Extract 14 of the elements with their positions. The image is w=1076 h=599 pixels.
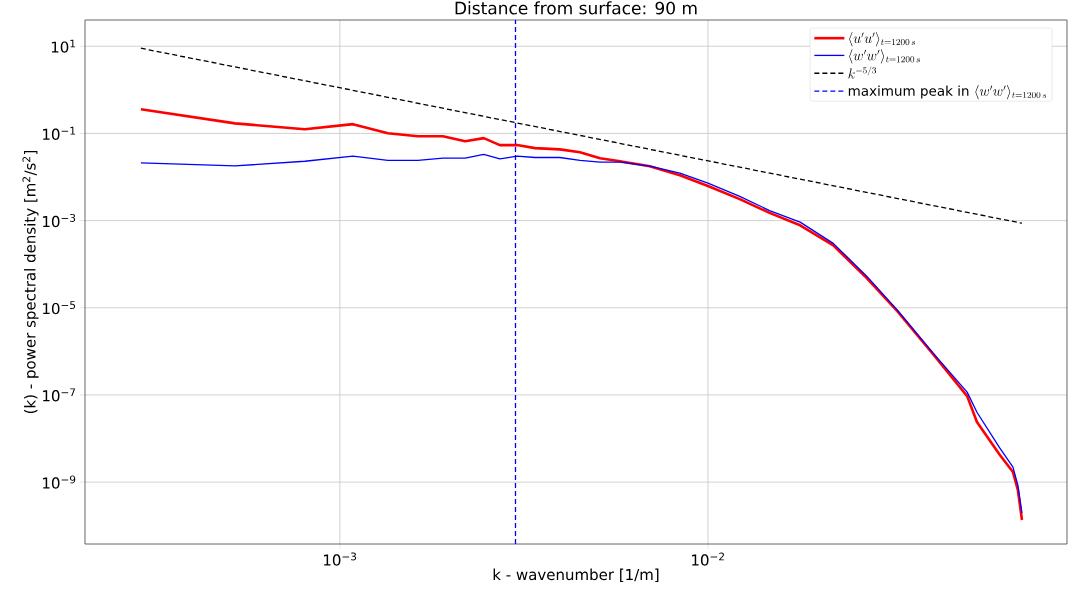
legend-label: $\langle u'u'\rangle_{t=1200\,s}$ bbox=[849, 32, 916, 47]
y-tick-label: 10$^{−7}$ bbox=[43, 388, 76, 402]
x-tick-label: 10$^{−2}$ bbox=[692, 552, 724, 566]
y-tick-label: 10$^{−3}$ bbox=[43, 213, 76, 228]
y-tick-label: 10$^{−1}$ bbox=[43, 126, 76, 140]
y-axis-title: (k) - power spectral density [m$^{2}$/s$^{2}$] bbox=[22, 150, 39, 414]
y-tick-label: 10$^{−5}$ bbox=[43, 301, 76, 315]
legend-label: $k^{-5/3}$ bbox=[848, 66, 877, 79]
chart-title: Distance from surface: 90 m bbox=[455, 1, 697, 15]
x-axis-title: k - wavenumber [1/m] bbox=[493, 568, 659, 582]
y-tick-label: 10$^{1}$ bbox=[51, 39, 76, 53]
y-tick-label: 10$^{−9}$ bbox=[43, 475, 76, 489]
legend-label: $\mbox{maximum peak in }\langle w'w'\rangle_{t=1200\,s}$ bbox=[848, 84, 1047, 100]
legend-label: $\langle w'w'\rangle_{t=1200\,s}$ bbox=[849, 49, 920, 64]
